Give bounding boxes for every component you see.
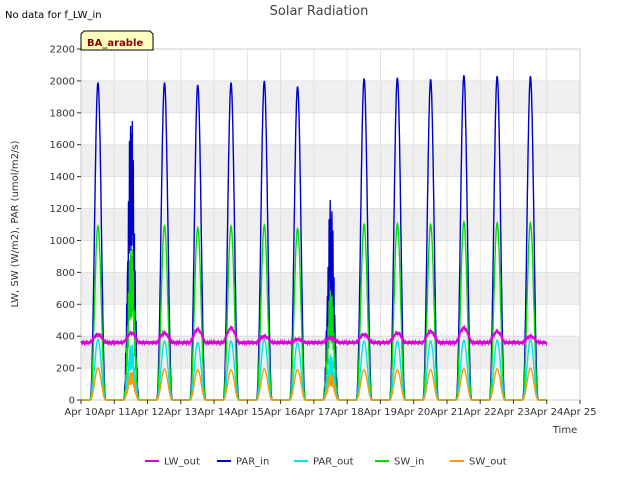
series-line-lw-out xyxy=(80,324,548,347)
x-tick-label: Apr 19 xyxy=(364,407,397,418)
legend-label-par-out: PAR_out xyxy=(313,457,354,468)
x-tick-label: Apr 22 xyxy=(464,407,497,418)
y-tick-label: 2200 xyxy=(50,45,75,56)
legend-label-lw-out: LW_out xyxy=(164,457,200,468)
no-data-note: No data for f_LW_in xyxy=(5,10,102,21)
y-tick-label: 1600 xyxy=(50,140,75,151)
grid-band xyxy=(81,80,580,113)
y-tick-label: 2000 xyxy=(50,76,75,87)
y-tick-label: 1800 xyxy=(50,108,75,119)
y-tick-label: 200 xyxy=(56,364,75,375)
plot-frame xyxy=(80,48,581,401)
x-tick-label: Apr 10 xyxy=(64,407,97,418)
chart-title: Solar Radiation xyxy=(270,4,369,19)
y-tick-label: 1400 xyxy=(50,172,75,183)
y-tick-label: 800 xyxy=(56,268,75,279)
x-tick-label: Apr 12 xyxy=(131,407,164,418)
y-tick-label: 1000 xyxy=(50,236,75,247)
x-tick-label: Apr 17 xyxy=(297,407,330,418)
grid-band xyxy=(81,144,580,177)
y-tick-label: 1200 xyxy=(50,204,75,215)
badge-label: BA_arable xyxy=(87,38,143,49)
badge: BA_arable xyxy=(80,30,154,51)
legend-label-sw-out: SW_out xyxy=(469,457,507,468)
legend: LW_out PAR_in PAR_out SW_in SW_out xyxy=(145,457,507,468)
x-tick-label: Apr 15 xyxy=(231,407,264,418)
y-tick-label: 400 xyxy=(56,332,75,343)
x-tick-label: Apr 11 xyxy=(98,407,131,418)
y-axis-label: LW, SW (W/m2), PAR (umol/m2/s) xyxy=(10,140,21,307)
x-tick-label: Apr 25 xyxy=(563,407,596,418)
y-tick-label: 600 xyxy=(56,300,75,311)
x-tick-label: Apr 20 xyxy=(397,407,430,418)
y-axis-ticks: 0 200 400 600 800 1000 1200 1400 1600 1800 2000 220… xyxy=(50,45,81,407)
y-tick-label: 0 xyxy=(69,396,75,407)
x-tick-label: Apr 14 xyxy=(197,407,230,418)
x-axis-ticks: Apr 10 Apr 11 Apr 12 Apr 13 Apr 14 Apr 15 Apr … xyxy=(64,400,597,418)
x-tick-label: Apr 24 xyxy=(530,407,563,418)
x-tick-label: Apr 16 xyxy=(264,407,297,418)
legend-label-sw-in: SW_in xyxy=(394,457,424,468)
x-tick-label: Apr 13 xyxy=(164,407,197,418)
x-tick-label: Apr 18 xyxy=(331,407,364,418)
legend-label-par-in: PAR_in xyxy=(236,457,269,468)
x-axis-label: Time xyxy=(552,425,577,436)
x-tick-label: Apr 21 xyxy=(430,407,463,418)
x-tick-label: Apr 23 xyxy=(497,407,530,418)
